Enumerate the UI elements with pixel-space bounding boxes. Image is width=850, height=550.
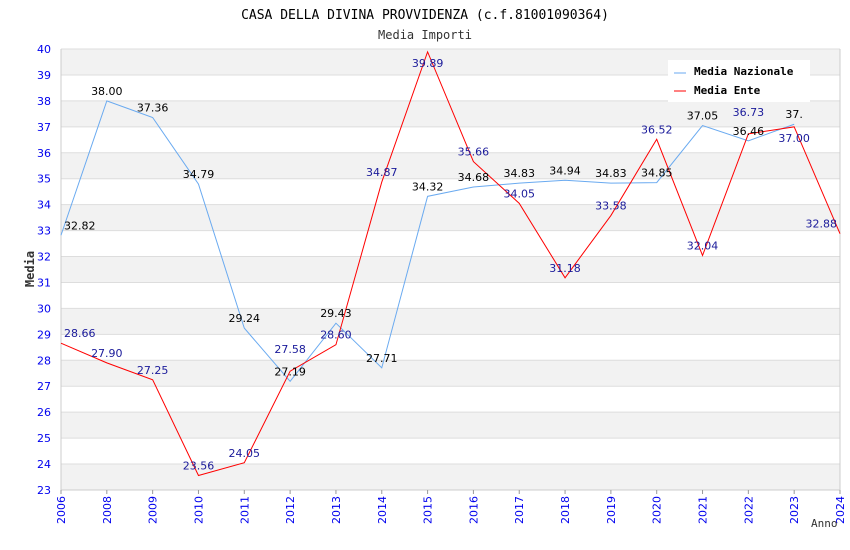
data-label: 29.43 (320, 307, 352, 320)
data-label: 37. (785, 108, 803, 121)
data-label: 32.88 (806, 218, 838, 231)
data-label: 34.79 (183, 168, 215, 181)
x-tick-label: 2014 (376, 496, 389, 524)
data-label: 34.94 (549, 164, 581, 177)
data-label: 23.56 (183, 459, 215, 472)
x-tick-label: 2012 (284, 496, 297, 524)
x-tick-label: 2018 (559, 496, 572, 524)
data-label: 35.66 (458, 146, 490, 159)
x-tick-label: 2024 (834, 496, 847, 524)
y-tick-label: 27 (37, 380, 51, 393)
x-tick-label: 2013 (330, 496, 343, 524)
data-label: 34.83 (595, 167, 627, 180)
y-tick-label: 39 (37, 69, 51, 82)
y-tick-label: 40 (37, 43, 51, 56)
data-label: 34.05 (503, 187, 535, 200)
data-label: 36.73 (733, 106, 765, 119)
data-label: 28.60 (320, 329, 352, 342)
data-label: 34.32 (412, 180, 444, 193)
x-tick-label: 2009 (147, 496, 160, 524)
x-tick-label: 2022 (742, 496, 755, 524)
data-label: 36.52 (641, 123, 673, 136)
x-tick-label: 2010 (192, 496, 205, 524)
x-tick-label: 2006 (55, 496, 68, 524)
chart-title: CASA DELLA DIVINA PROVVIDENZA (c.f.81001… (241, 8, 609, 23)
data-label: 34.83 (503, 167, 535, 180)
x-tick-label: 2008 (101, 496, 114, 524)
data-label: 27.19 (274, 365, 306, 378)
grid-band (61, 360, 840, 387)
data-label: 27.90 (91, 347, 123, 360)
x-tick-label: 2017 (513, 496, 526, 524)
x-tick-label: 2016 (467, 496, 480, 524)
series-line-media-nazionale (60, 100, 795, 383)
grid-band (61, 152, 840, 179)
data-label: 33.58 (595, 200, 627, 213)
data-label: 39.89 (412, 57, 444, 70)
chart-subtitle: Media Importi (378, 28, 472, 42)
y-tick-label: 29 (37, 328, 51, 341)
data-label: 24.05 (229, 447, 261, 460)
grid-band (61, 464, 840, 490)
data-label: 38.00 (91, 85, 123, 98)
data-label: 29.24 (229, 312, 261, 325)
legend-entry-media-nazionale: Media Nazionale (694, 65, 794, 78)
x-tick-label: 2011 (238, 496, 251, 524)
grid-band (61, 412, 840, 439)
y-tick-label: 35 (37, 173, 51, 186)
grid-band (61, 308, 840, 335)
legend: Media Nazionale Media Ente (668, 60, 810, 102)
data-label: 36.46 (733, 125, 765, 138)
y-tick-label: 23 (37, 484, 51, 497)
data-label: 32.82 (64, 219, 96, 232)
data-label: 32.04 (687, 239, 719, 252)
grid-band (61, 256, 840, 283)
y-tick-label: 33 (37, 225, 51, 238)
y-axis-label: Media (23, 251, 37, 287)
y-tick-label: 24 (37, 458, 51, 471)
data-label: 31.18 (549, 262, 581, 275)
grid-band (61, 204, 840, 231)
x-tick-label: 2020 (651, 496, 664, 524)
x-tick-label: 2023 (788, 496, 801, 524)
y-tick-label: 28 (37, 354, 51, 367)
y-tick-label: 37 (37, 121, 51, 134)
y-tick-label: 34 (37, 199, 51, 212)
y-tick-label: 38 (37, 95, 51, 108)
data-label: 37.00 (778, 132, 810, 145)
data-label: 37.05 (687, 110, 719, 123)
data-label: 37.36 (137, 101, 169, 114)
y-tick-label: 36 (37, 147, 51, 160)
x-tick-label: 2021 (697, 496, 710, 524)
y-tick-label: 31 (37, 276, 51, 289)
data-label: 28.66 (64, 327, 96, 340)
series-line-media-ente (60, 50, 841, 477)
data-label: 27.71 (366, 352, 398, 365)
x-tick-label: 2019 (605, 496, 618, 524)
data-label: 34.87 (366, 166, 398, 179)
y-tick-label: 30 (37, 302, 51, 315)
x-axis-label: Anno (811, 517, 838, 530)
data-label: 34.68 (458, 171, 490, 184)
y-tick-label: 32 (37, 251, 51, 264)
data-label: 27.25 (137, 364, 169, 377)
grid-band (61, 100, 840, 127)
legend-entry-media-ente: Media Ente (694, 84, 761, 97)
y-tick-label: 25 (37, 432, 51, 445)
data-label: 27.58 (274, 343, 306, 356)
data-label: 34.85 (641, 167, 673, 180)
y-tick-label: 26 (37, 406, 51, 419)
x-tick-label: 2015 (422, 496, 435, 524)
